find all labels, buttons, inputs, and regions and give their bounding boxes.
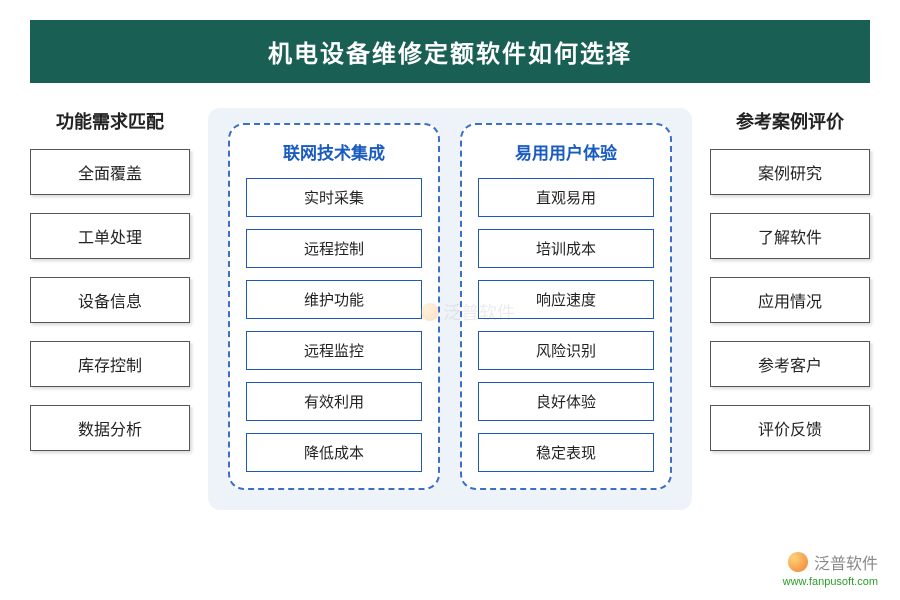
center-panel-0: 联网技术集成 实时采集 远程控制 维护功能 远程监控 有效利用 降低成本 <box>228 123 440 490</box>
center-item: 降低成本 <box>246 433 422 472</box>
right-item: 参考客户 <box>710 341 870 387</box>
watermark-brand: 泛普软件 <box>814 550 878 574</box>
column-right: 参考案例评价 案例研究 了解软件 应用情况 参考客户 评价反馈 <box>710 108 870 451</box>
logo-icon <box>788 552 808 572</box>
left-item: 设备信息 <box>30 277 190 323</box>
right-item: 评价反馈 <box>710 405 870 451</box>
center-item: 实时采集 <box>246 178 422 217</box>
right-item: 了解软件 <box>710 213 870 259</box>
center-item: 良好体验 <box>478 382 654 421</box>
columns-wrap: 功能需求匹配 全面覆盖 工单处理 设备信息 库存控制 数据分析 联网技术集成 实… <box>30 108 870 510</box>
column-left: 功能需求匹配 全面覆盖 工单处理 设备信息 库存控制 数据分析 <box>30 108 190 451</box>
center-heading-1: 易用用户体验 <box>478 139 654 164</box>
page-title: 机电设备维修定额软件如何选择 <box>30 20 870 83</box>
center-item: 远程控制 <box>246 229 422 268</box>
center-item: 风险识别 <box>478 331 654 370</box>
left-heading: 功能需求匹配 <box>30 108 190 134</box>
center-item: 维护功能 <box>246 280 422 319</box>
column-center: 联网技术集成 实时采集 远程控制 维护功能 远程监控 有效利用 降低成本 易用用… <box>208 108 692 510</box>
right-heading: 参考案例评价 <box>710 108 870 134</box>
center-item: 响应速度 <box>478 280 654 319</box>
center-item: 直观易用 <box>478 178 654 217</box>
center-item: 培训成本 <box>478 229 654 268</box>
left-item: 数据分析 <box>30 405 190 451</box>
center-item: 有效利用 <box>246 382 422 421</box>
center-heading-0: 联网技术集成 <box>246 139 422 164</box>
center-panel-1: 易用用户体验 直观易用 培训成本 响应速度 风险识别 良好体验 稳定表现 <box>460 123 672 490</box>
watermark-url: www.fanpusoft.com <box>783 576 878 588</box>
left-item: 全面覆盖 <box>30 149 190 195</box>
right-item: 案例研究 <box>710 149 870 195</box>
center-item: 稳定表现 <box>478 433 654 472</box>
watermark: 泛普软件 www.fanpusoft.com <box>783 550 878 588</box>
right-item: 应用情况 <box>710 277 870 323</box>
center-item: 远程监控 <box>246 331 422 370</box>
left-item: 工单处理 <box>30 213 190 259</box>
left-item: 库存控制 <box>30 341 190 387</box>
